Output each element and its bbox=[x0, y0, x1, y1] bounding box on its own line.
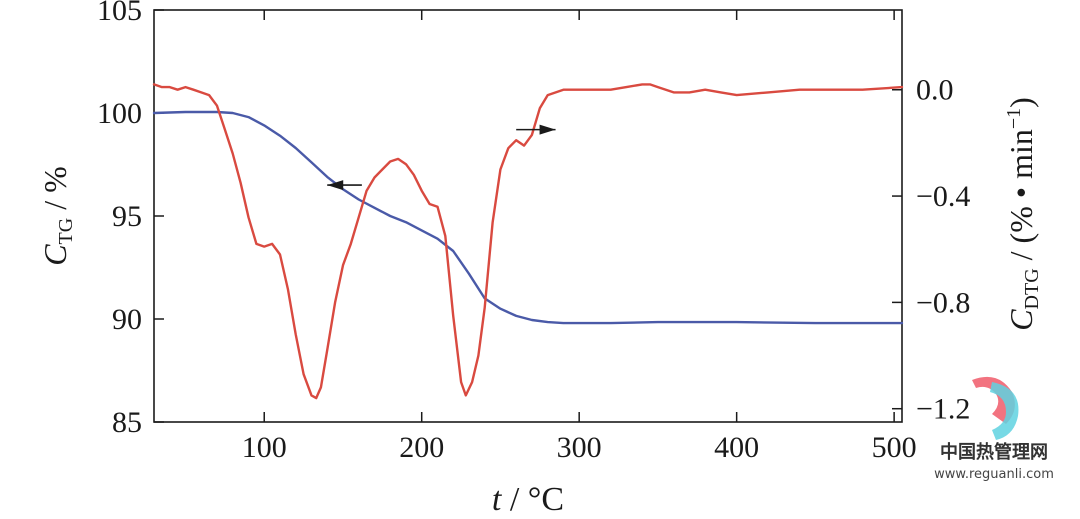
x-tick-label: 100 bbox=[242, 431, 287, 464]
x-tick-label: 300 bbox=[557, 431, 602, 464]
y-left-tick-label: 85 bbox=[112, 406, 142, 439]
x-tick-label: 200 bbox=[399, 431, 444, 464]
arrow-layer bbox=[327, 124, 556, 191]
x-tick-label: 400 bbox=[714, 431, 759, 464]
y-left-tick-label: 90 bbox=[112, 303, 142, 336]
y-right-tick-label: −0.4 bbox=[916, 180, 970, 213]
y-right-tick-label: 0.0 bbox=[916, 74, 954, 107]
arrow-right-icon bbox=[539, 124, 556, 135]
x-axis-label: t / °C bbox=[492, 481, 564, 518]
series-layer bbox=[152, 83, 904, 400]
arrow-left-icon bbox=[327, 180, 344, 191]
ticks-layer: 100 200 300 400 500 85 90 95 100 105 0.0 −0.4 −0.8 −1… bbox=[97, 0, 970, 464]
x-tick-label: 500 bbox=[872, 431, 917, 464]
plot-frame bbox=[153, 9, 903, 423]
y-right-tick-label: −0.8 bbox=[916, 286, 970, 319]
tg-series-line bbox=[152, 110, 904, 325]
watermark-url: www.reguanli.com bbox=[934, 467, 1054, 482]
watermark-site-name: 中国热管理网 bbox=[940, 441, 1048, 463]
watermark-logo-icon-accent bbox=[990, 382, 1019, 440]
y-left-tick-label: 105 bbox=[97, 0, 142, 27]
y-left-tick-label: 100 bbox=[97, 97, 142, 130]
y-left-axis-label: CTG / % bbox=[37, 166, 77, 266]
y-right-axis-label: CDTG / (% • min−1) bbox=[1003, 97, 1043, 331]
y-left-tick-label: 95 bbox=[112, 200, 142, 233]
watermark: 中国热管理网 www.reguanli.com bbox=[934, 376, 1054, 482]
dtg-series-line bbox=[152, 83, 904, 400]
y-right-tick-label: −1.2 bbox=[916, 393, 970, 426]
